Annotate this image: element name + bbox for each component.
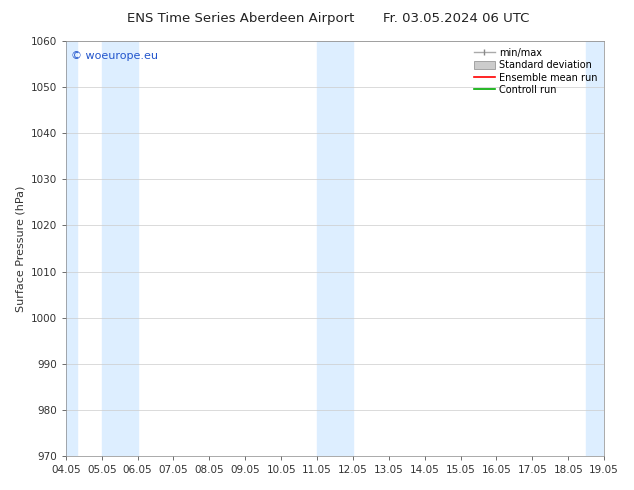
- Legend: min/max, Standard deviation, Ensemble mean run, Controll run: min/max, Standard deviation, Ensemble me…: [472, 46, 599, 97]
- Bar: [101, 41, 138, 456]
- Bar: [317, 41, 353, 456]
- Bar: [586, 41, 604, 456]
- Text: Fr. 03.05.2024 06 UTC: Fr. 03.05.2024 06 UTC: [384, 12, 529, 25]
- Text: ENS Time Series Aberdeen Airport: ENS Time Series Aberdeen Airport: [127, 12, 354, 25]
- Y-axis label: Surface Pressure (hPa): Surface Pressure (hPa): [15, 185, 25, 312]
- Bar: [66, 41, 77, 456]
- Text: © woeurope.eu: © woeurope.eu: [71, 51, 158, 61]
